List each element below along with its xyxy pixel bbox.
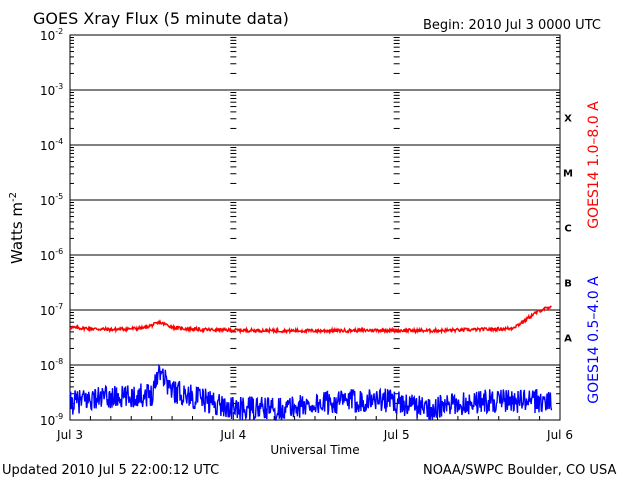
y-axis-label-exponent: -2 xyxy=(8,192,19,202)
x-tick-label: Jul 6 xyxy=(546,428,573,442)
y-tick-base: 10 xyxy=(40,139,55,153)
y-tick-exponent: -7 xyxy=(55,302,63,311)
credit-line: NOAA/SWPC Boulder, CO USA xyxy=(423,463,616,478)
y-tick-label: 10-2 xyxy=(40,27,63,43)
y-tick-base: 10 xyxy=(40,359,55,373)
y-tick-exponent: -6 xyxy=(55,247,63,256)
flare-class-x: X xyxy=(564,114,572,125)
series-line-short xyxy=(69,363,553,421)
plot-frame xyxy=(69,34,561,421)
updated-timestamp: Updated 2010 Jul 5 22:00:12 UTC xyxy=(2,463,219,478)
y-tick-exponent: -3 xyxy=(55,82,63,91)
begin-time: Begin: 2010 Jul 3 0000 UTC xyxy=(423,18,601,33)
y-tick-base: 10 xyxy=(40,29,55,43)
y-tick-base: 10 xyxy=(40,304,55,318)
y-tick-exponent: -4 xyxy=(55,137,63,146)
y-axis-label: Watts m-2 xyxy=(8,192,26,264)
y-tick-label: 10-8 xyxy=(40,357,63,373)
y-tick-exponent: -8 xyxy=(55,357,63,366)
x-tick-label: Jul 4 xyxy=(219,428,246,442)
series-line-long xyxy=(69,305,552,335)
chart-title: GOES Xray Flux (5 minute data) xyxy=(33,9,289,28)
flare-class-b: B xyxy=(564,279,572,290)
y-tick-base: 10 xyxy=(40,194,55,208)
y-tick-exponent: -5 xyxy=(55,192,63,201)
flare-class-labels: A B C M X xyxy=(563,114,573,345)
y-tick-label: 10-4 xyxy=(40,137,63,153)
axis-ticks xyxy=(69,37,561,421)
y-tick-exponent: -2 xyxy=(55,27,63,36)
y-tick-base: 10 xyxy=(40,249,55,263)
plot-gridlines xyxy=(70,89,560,366)
y-tick-label: 10-3 xyxy=(40,82,63,98)
y-tick-exponent: -9 xyxy=(55,412,63,421)
x-tick-label: Jul 3 xyxy=(56,428,83,442)
legend-long-channel: GOES14 1.0–8.0 A xyxy=(586,101,602,229)
flare-class-m: M xyxy=(563,169,573,180)
y-tick-label: 10-5 xyxy=(40,192,63,208)
y-tick-base: 10 xyxy=(40,414,55,428)
x-axis-label: Universal Time xyxy=(270,443,359,457)
legend-short-channel: GOES14 0.5–4.0 A xyxy=(586,276,602,404)
x-tick-label: Jul 5 xyxy=(383,428,410,442)
y-axis-label-text: Watts m xyxy=(8,202,26,264)
flare-class-c: C xyxy=(564,224,571,235)
y-tick-base: 10 xyxy=(40,84,55,98)
y-tick-label: 10-9 xyxy=(40,412,63,428)
y-tick-label: 10-6 xyxy=(40,247,63,263)
y-tick-labels: 10-910-810-710-610-510-410-310-2 xyxy=(40,27,63,428)
x-tick-labels: Jul 3 Jul 4 Jul 5 Jul 6 xyxy=(56,428,573,442)
series-lines xyxy=(69,305,553,421)
y-tick-label: 10-7 xyxy=(40,302,63,318)
flare-class-a: A xyxy=(564,334,572,345)
